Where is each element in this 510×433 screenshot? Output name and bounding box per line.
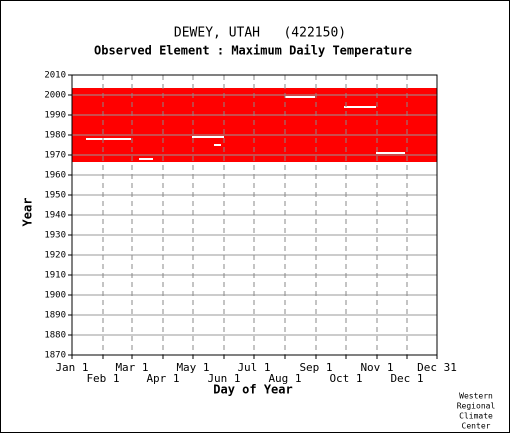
y-tick-label: 1870: [44, 351, 66, 361]
data-gap: [192, 136, 224, 138]
y-tick-label: 1880: [44, 331, 66, 341]
x-tick-label: Jul 1: [237, 361, 270, 374]
x-axis-label: Day of Year: [213, 383, 292, 397]
chart-subtitle: Observed Element : Maximum Daily Tempera…: [94, 44, 412, 58]
y-tick-label: 1930: [44, 231, 66, 241]
credit-line: Center: [462, 422, 491, 431]
y-tick-label: 2000: [44, 91, 66, 101]
x-tick-label: Aug 1: [268, 372, 301, 385]
data-gap: [285, 96, 315, 98]
y-tick-label: 1990: [44, 111, 66, 121]
data-gap: [344, 106, 376, 108]
x-tick-label: Nov 1: [360, 361, 393, 374]
x-tick-label: Feb 1: [86, 372, 119, 385]
y-tick-label: 1970: [44, 151, 66, 161]
plot-frame: [71, 74, 438, 356]
y-tick-label: 1980: [44, 131, 66, 141]
y-tick-label: 1890: [44, 311, 66, 321]
x-tick-label: Mar 1: [115, 361, 148, 374]
x-tick-label: Jun 1: [207, 372, 240, 385]
y-tick-label: 2010: [44, 71, 66, 81]
x-tick-label: Oct 1: [329, 372, 362, 385]
y-tick-label: 1920: [44, 251, 66, 261]
x-tick-label: Sep 1: [299, 361, 332, 374]
data-gap: [376, 152, 405, 154]
x-tick-label: Dec 31: [417, 361, 457, 374]
y-tick-label: 1960: [44, 171, 66, 181]
y-tick-label: 1910: [44, 271, 66, 281]
y-axis-label: Year: [21, 198, 35, 227]
data-gap: [139, 158, 153, 160]
credit-line: Climate: [459, 412, 493, 421]
chart-title: DEWEY, UTAH (422150): [174, 26, 346, 41]
y-tick-label: 1940: [44, 211, 66, 221]
data-gap: [86, 138, 131, 140]
y-tick-label: 1900: [44, 291, 66, 301]
credit-line: Western: [459, 392, 493, 401]
data-gap: [214, 144, 221, 146]
x-tick-label: Dec 1: [390, 372, 423, 385]
x-tick-label: May 1: [176, 361, 209, 374]
y-tick-label: 1950: [44, 191, 66, 201]
x-tick-label: Apr 1: [146, 372, 179, 385]
x-tick-label: Jan 1: [55, 361, 88, 374]
credit-line: Regional: [457, 402, 496, 411]
